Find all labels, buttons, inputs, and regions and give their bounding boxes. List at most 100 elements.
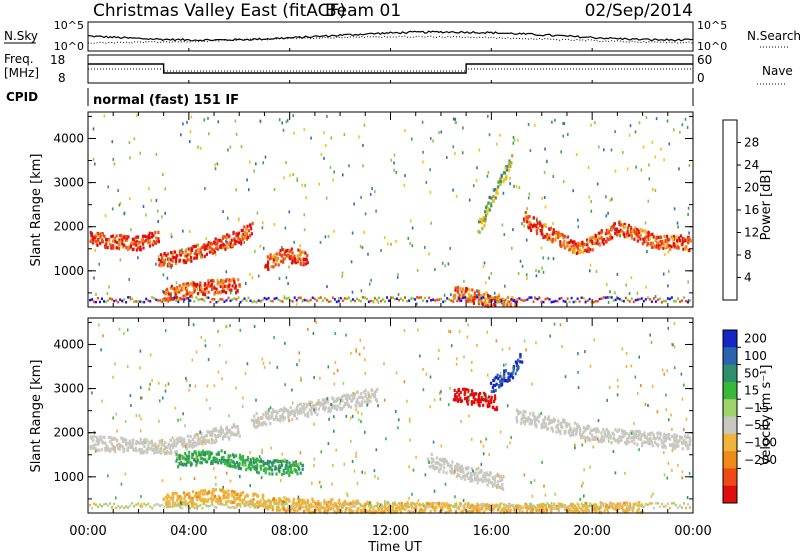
power-cell	[216, 240, 219, 244]
power-cell	[538, 220, 541, 224]
power-cell	[656, 241, 659, 245]
power-cell	[517, 272, 520, 276]
velocity-cell	[374, 475, 376, 478]
velocity-cell	[616, 438, 619, 442]
power-cell	[363, 230, 365, 234]
velocity-cell	[575, 429, 578, 433]
velocity-cell	[302, 499, 305, 503]
power-cell	[209, 245, 212, 250]
power-cell	[163, 259, 166, 263]
velocity-cell	[522, 409, 525, 413]
velocity-cell	[595, 430, 598, 434]
power-cell	[603, 238, 606, 242]
power-cell	[361, 246, 364, 250]
velocity-cell	[432, 440, 435, 444]
velocity-cell	[617, 385, 619, 389]
power-cell	[377, 300, 380, 304]
velocity-cell	[523, 414, 526, 418]
velocity-cell	[202, 435, 205, 439]
power-cell	[593, 236, 596, 240]
velocity-cell	[656, 431, 659, 435]
velocity-cell	[621, 347, 624, 351]
velocity-cell	[267, 467, 270, 471]
power-cell	[568, 240, 571, 245]
velocity-cell	[669, 437, 672, 441]
power-cell	[233, 279, 236, 283]
power-cell	[149, 240, 152, 244]
power-cell	[452, 300, 455, 303]
power-cell	[476, 289, 478, 293]
power-cell	[581, 241, 584, 245]
power-cell	[228, 278, 231, 282]
power-cell	[388, 299, 390, 302]
power-cell	[503, 233, 506, 237]
velocity-cell	[220, 449, 223, 453]
power-cell	[111, 207, 114, 211]
velocity-cell	[279, 508, 282, 512]
velocity-cell	[231, 464, 234, 468]
power-cell	[285, 161, 287, 165]
velocity-cell	[663, 372, 666, 376]
power-cell	[207, 241, 210, 245]
velocity-cell	[165, 445, 168, 449]
velocity-cell	[641, 441, 644, 445]
velocity-cell	[121, 444, 124, 448]
power-cell	[522, 217, 526, 221]
power-cell	[209, 241, 212, 245]
velocity-cell	[193, 444, 196, 448]
velocity-cell	[228, 414, 230, 418]
power-cell	[538, 296, 541, 300]
velocity-cell	[261, 451, 263, 455]
velocity-cell	[542, 418, 545, 422]
velocity-cell	[188, 454, 191, 458]
velocity-cell	[299, 461, 302, 465]
velocity-cell	[319, 502, 322, 505]
velocity-cell	[584, 428, 587, 432]
velocity-cell	[337, 396, 340, 400]
power-cell	[609, 290, 611, 294]
velocity-cell	[524, 410, 527, 414]
velocity-cell	[279, 499, 282, 503]
power-cell	[424, 245, 426, 249]
power-cell	[384, 300, 386, 303]
power-cell	[197, 298, 200, 302]
power-cell	[188, 292, 191, 296]
power-cell	[241, 237, 244, 241]
power-cell	[132, 247, 135, 251]
velocity-cell	[226, 463, 229, 467]
velocity-cell	[249, 484, 251, 488]
velocity-cell	[355, 502, 358, 506]
power-cell	[503, 303, 506, 307]
velocity-cell	[364, 430, 366, 434]
power-cell	[145, 238, 148, 243]
velocity-cell	[195, 455, 199, 459]
power-cell	[306, 254, 309, 258]
power-cell	[410, 297, 413, 300]
velocity-cell	[193, 458, 196, 462]
velocity-cell	[468, 414, 470, 418]
power-cell	[105, 241, 108, 246]
power-cell	[211, 251, 214, 255]
power-cell	[504, 177, 507, 181]
power-cell	[571, 250, 575, 254]
velocity-cell	[249, 462, 252, 466]
velocity-cell	[217, 430, 220, 434]
velocity-cell	[683, 383, 685, 387]
velocity-cell	[440, 444, 443, 448]
power-cell	[479, 220, 482, 224]
power-cell	[361, 296, 364, 299]
velocity-cell	[455, 474, 458, 478]
power-cell	[182, 294, 185, 298]
power-cell	[232, 231, 235, 236]
velocity-cell	[239, 328, 242, 332]
power-cell	[135, 300, 138, 303]
velocity-cell	[516, 364, 520, 369]
velocity-cell	[497, 377, 500, 381]
power-cell	[647, 234, 650, 238]
power-cell	[326, 114, 328, 118]
velocity-cell	[686, 496, 689, 499]
power-cell	[211, 298, 214, 301]
velocity-cell	[408, 417, 411, 421]
power-cell	[454, 152, 456, 155]
power-cell	[566, 297, 569, 300]
